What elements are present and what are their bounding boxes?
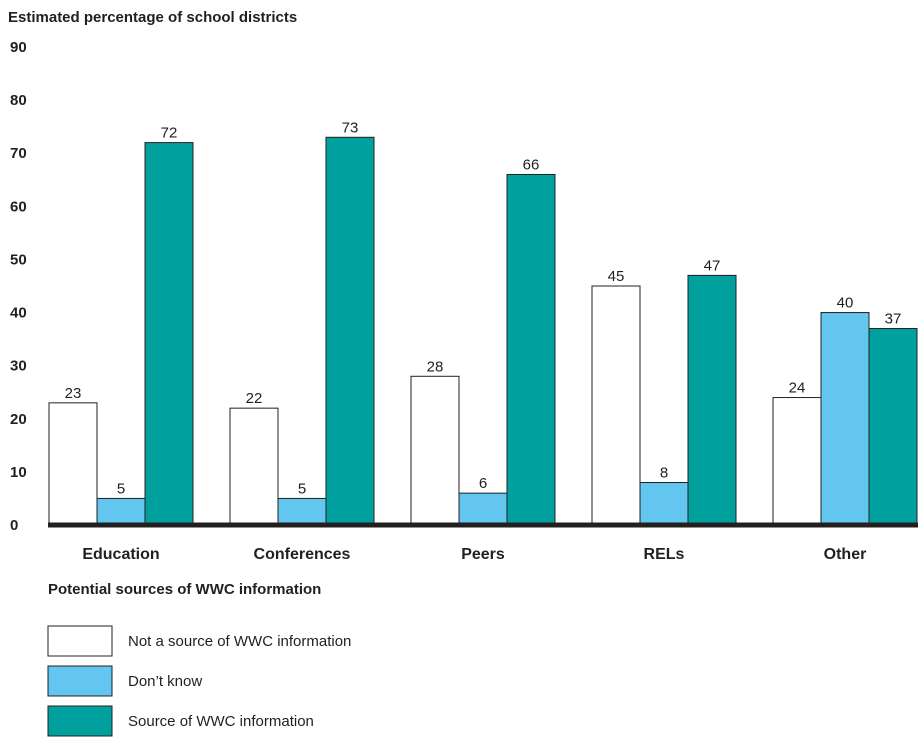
x-axis-title: Potential sources of WWC information (48, 581, 321, 598)
data-label-peers-not-a-source-of-wwc-information: 28 (427, 358, 444, 375)
x-tick-label-education: Education (82, 546, 159, 563)
y-axis-title: Estimated percentage of school districts (8, 9, 297, 26)
data-label-conferences-not-a-source-of-wwc-information: 22 (246, 390, 263, 407)
data-label-other-source-of-wwc-information: 37 (885, 310, 902, 327)
bar-other-source-of-wwc-information (868, 327, 918, 526)
bar-education-don-t-know (96, 497, 146, 526)
y-tick-label-20: 20 (10, 411, 27, 428)
data-label-peers-source-of-wwc-information: 66 (523, 156, 540, 173)
legend: Not a source of WWC information Don’t kno… (47, 625, 351, 737)
data-label-other-not-a-source-of-wwc-information: 24 (789, 380, 806, 397)
data-label-conferences-don-t-know: 5 (298, 480, 306, 497)
bar-rels-not-a-source-of-wwc-information (591, 285, 641, 526)
data-label-rels-source-of-wwc-information: 47 (704, 257, 721, 274)
data-label-peers-don-t-know: 6 (479, 475, 487, 492)
bar-education-source-of-wwc-information (144, 142, 194, 526)
data-label-rels-not-a-source-of-wwc-information: 45 (608, 268, 625, 285)
legend-swatch-source-of-wwc-information (47, 705, 113, 737)
data-label-conferences-source-of-wwc-information: 73 (342, 119, 359, 136)
legend-label-not-a-source-of-wwc-information: Not a source of WWC information (128, 633, 351, 650)
bar-conferences-source-of-wwc-information (325, 136, 375, 526)
y-tick-label-10: 10 (10, 464, 27, 481)
bar-other-not-a-source-of-wwc-information (772, 397, 822, 526)
bars (48, 136, 918, 526)
x-tick-label-conferences: Conferences (254, 546, 351, 563)
legend-swatch-don-t-know (47, 665, 113, 697)
y-tick-label-70: 70 (10, 145, 27, 162)
bar-rels-source-of-wwc-information (687, 274, 737, 526)
x-axis-ticks: Education Conferences Peers RELs Other (82, 546, 866, 563)
bar-other-don-t-know (820, 312, 870, 526)
bar-peers-source-of-wwc-information (506, 173, 556, 526)
legend-label-don-t-know: Don’t know (128, 673, 202, 690)
data-label-other-don-t-know: 40 (837, 295, 854, 312)
bar-peers-not-a-source-of-wwc-information (410, 375, 460, 526)
data-label-rels-don-t-know: 8 (660, 465, 668, 482)
data-label-education-source-of-wwc-information: 72 (161, 125, 178, 142)
y-tick-label-80: 80 (10, 92, 27, 109)
bar-conferences-not-a-source-of-wwc-information (229, 407, 279, 526)
data-label-education-not-a-source-of-wwc-information: 23 (65, 385, 82, 402)
y-tick-label-30: 30 (10, 358, 27, 375)
x-tick-label-other: Other (824, 546, 867, 563)
data-label-education-don-t-know: 5 (117, 480, 125, 497)
y-tick-label-40: 40 (10, 305, 27, 322)
legend-label-source-of-wwc-information: Source of WWC information (128, 713, 314, 730)
y-tick-label-0: 0 (10, 517, 18, 534)
y-axis-ticks: 0 10 20 30 40 50 60 70 80 90 (10, 39, 27, 534)
y-tick-label-60: 60 (10, 198, 27, 215)
bar-conferences-don-t-know (277, 497, 327, 526)
x-tick-label-peers: Peers (461, 546, 505, 563)
bar-education-not-a-source-of-wwc-information (48, 402, 98, 526)
y-tick-label-90: 90 (10, 39, 27, 56)
bar-peers-don-t-know (458, 492, 508, 526)
bar-rels-don-t-know (639, 482, 689, 526)
legend-swatch-not-a-source-of-wwc-information (47, 625, 113, 657)
y-tick-label-50: 50 (10, 251, 27, 268)
x-tick-label-rels: RELs (644, 546, 685, 563)
